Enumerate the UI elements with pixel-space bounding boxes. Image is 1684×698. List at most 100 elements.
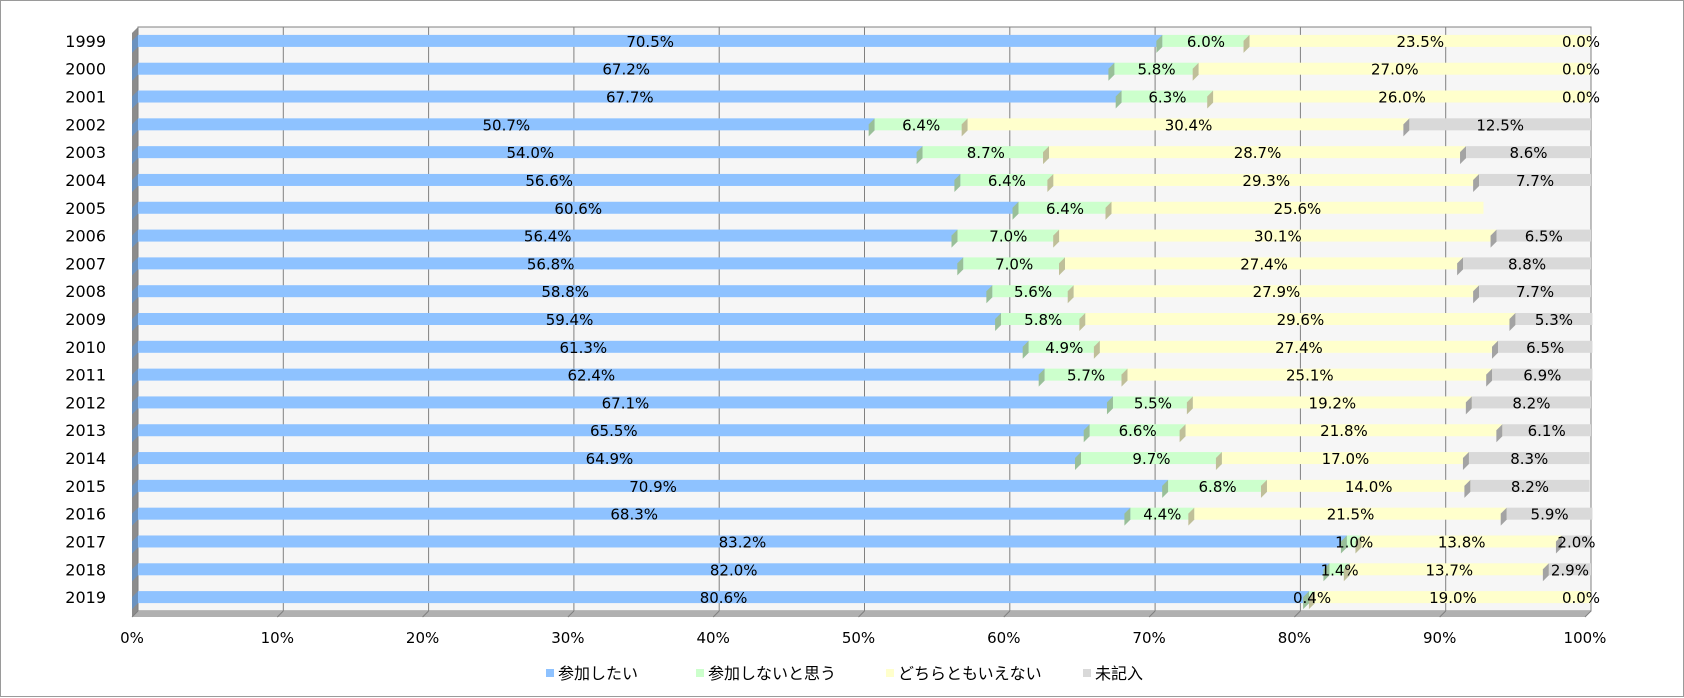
bar-side-1 — [957, 257, 964, 276]
bar-segment — [1121, 90, 1214, 103]
data-label: 19.2% — [1309, 394, 1357, 412]
data-label: 8.2% — [1512, 394, 1550, 412]
y-category-label: 2010 — [65, 338, 106, 357]
bar-side-3 — [1464, 479, 1471, 498]
bar-segment — [138, 257, 964, 270]
x-tick-label: 10% — [261, 629, 294, 647]
bar-side-1 — [1340, 535, 1347, 554]
bar-segment — [1479, 285, 1591, 298]
bar-side-1 — [1115, 90, 1122, 109]
bar-side-0 — [132, 535, 138, 554]
bar-segment — [138, 396, 1113, 409]
bar-side-1 — [1108, 62, 1115, 81]
y-category-label: 2008 — [65, 282, 106, 301]
bar-segment — [1496, 229, 1591, 242]
bar-side-3 — [1509, 313, 1516, 331]
bar-segment — [138, 34, 1163, 47]
bar-segment — [1466, 146, 1591, 159]
data-label: 50.7% — [483, 116, 531, 134]
bar-side-1 — [1038, 368, 1045, 387]
bar-segment — [1001, 313, 1086, 325]
bar-side-2 — [1215, 452, 1222, 471]
bar-side-0 — [132, 285, 138, 304]
y-category-label: 1999 — [65, 32, 106, 51]
bar-segment — [1044, 368, 1128, 381]
data-label: 6.6% — [1119, 422, 1157, 440]
y-category-label: 2014 — [65, 449, 106, 468]
bar-segment — [138, 229, 958, 242]
data-label: 21.8% — [1320, 422, 1368, 440]
bar-segment — [1185, 424, 1503, 437]
bar-segment — [138, 340, 1029, 353]
data-label: 6.5% — [1526, 339, 1564, 357]
bar-segment — [963, 257, 1066, 270]
bar-segment — [1112, 396, 1193, 409]
bar-side-1 — [1303, 591, 1310, 610]
bar-segment — [1361, 535, 1562, 548]
legend-label: 参加しないと思う — [708, 664, 836, 683]
bar-side-2 — [1186, 396, 1193, 415]
bar-side-1 — [916, 146, 923, 165]
legend-label: どちらともいえない — [898, 664, 1042, 683]
bar-segment — [1028, 340, 1100, 353]
data-label: 7.0% — [995, 255, 1033, 273]
y-category-label: 2003 — [65, 143, 106, 162]
data-label: 14.0% — [1345, 478, 1393, 496]
bar-side-1 — [868, 118, 875, 137]
bar-side-3 — [1486, 368, 1493, 387]
bar-side-2 — [1192, 62, 1199, 81]
data-label: 56.6% — [525, 172, 573, 190]
bar-segment — [1018, 201, 1112, 214]
bar-side-3 — [1457, 257, 1464, 276]
y-category-label: 2019 — [65, 588, 106, 607]
data-label: 17.0% — [1322, 450, 1370, 468]
bar-segment — [1314, 591, 1591, 604]
bar-side-2 — [1207, 90, 1214, 109]
bar-side-0 — [132, 479, 138, 498]
data-label: 2.0% — [1557, 533, 1595, 551]
data-label: 54.0% — [506, 144, 554, 162]
data-label: 27.9% — [1253, 283, 1301, 301]
data-label: 61.3% — [560, 339, 608, 357]
bar-segment — [1099, 340, 1499, 353]
bar-side-1 — [1124, 507, 1131, 526]
data-label: 6.8% — [1199, 478, 1237, 496]
x-tick-label: 30% — [551, 629, 584, 647]
data-label: 21.5% — [1327, 506, 1375, 524]
bar-side-1 — [951, 229, 958, 248]
bars — [132, 34, 1593, 610]
bar-segment — [1089, 424, 1186, 437]
legend-label: 参加したい — [558, 664, 638, 683]
bar-segment — [1492, 368, 1593, 381]
bar-side-0 — [132, 313, 138, 331]
bar-segment — [1059, 229, 1497, 242]
x-tick-label: 40% — [697, 629, 730, 647]
data-label: 67.1% — [602, 394, 650, 412]
bar-segment — [1515, 313, 1593, 325]
data-label: 29.3% — [1242, 172, 1290, 190]
bar-side-2 — [1047, 173, 1054, 192]
bar-side-3 — [1492, 340, 1499, 359]
y-category-label: 2009 — [65, 310, 106, 329]
data-label: 30.1% — [1254, 228, 1302, 246]
data-label: 30.4% — [1165, 116, 1213, 134]
bar-segment — [1162, 34, 1250, 47]
data-label: 5.3% — [1535, 311, 1573, 329]
bar-side-3 — [1542, 563, 1549, 582]
y-category-label: 2013 — [65, 421, 106, 440]
data-label: 70.5% — [626, 33, 674, 51]
bar-side-0 — [132, 201, 138, 220]
bar-side-0 — [132, 229, 138, 248]
bar-side-2 — [1188, 507, 1195, 526]
bar-side-2 — [1260, 479, 1267, 498]
bar-segment — [1192, 396, 1472, 409]
bar-segment — [1194, 507, 1507, 520]
legend: 参加したい 参加しないと思う どちらともいえない 未記入 — [546, 664, 1143, 683]
bar-side-3 — [1490, 229, 1497, 248]
bar-segment — [957, 229, 1060, 242]
bar-side-3 — [1500, 507, 1507, 526]
bar-segment — [1168, 479, 1267, 492]
x-tick-label: 60% — [987, 629, 1020, 647]
gridline-floor — [567, 610, 575, 618]
data-label: 23.5% — [1396, 33, 1444, 51]
